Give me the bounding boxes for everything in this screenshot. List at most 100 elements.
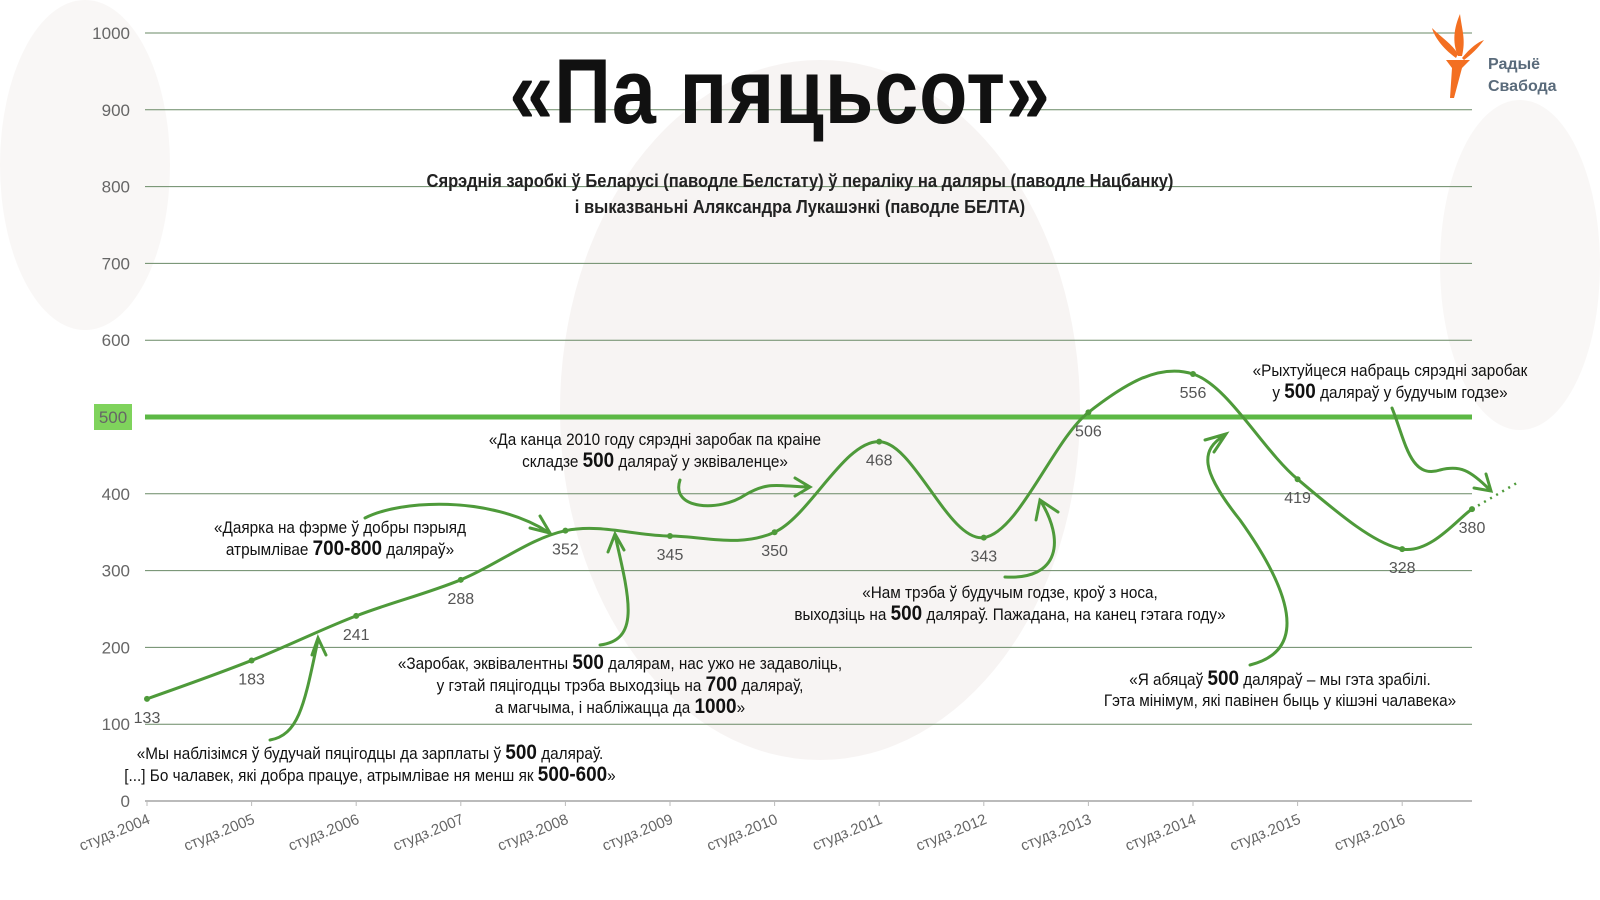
data-point — [980, 534, 987, 541]
x-tick-label: студз.2014 — [1123, 811, 1199, 855]
x-tick-label: студз.2008 — [495, 811, 571, 855]
x-tick-label: студз.2007 — [391, 811, 467, 855]
y-tick-label: 100 — [102, 715, 130, 734]
data-label: 506 — [1075, 423, 1102, 440]
x-tick-label: студз.2010 — [704, 811, 780, 855]
annotation-text: «Рыхтуйцеся набраць сярэдні заробак — [1252, 361, 1528, 380]
annotation-text: «Заробак, эквівалентны — [397, 654, 573, 673]
y-tick-label: 300 — [102, 562, 130, 581]
data-point — [1294, 476, 1301, 483]
y-tick-label: 500 — [99, 408, 127, 427]
data-point — [144, 695, 150, 702]
arrow-icon — [677, 476, 813, 508]
annotation-text: далярам, нас ужо не задаволіць, — [603, 654, 843, 673]
highlight-label-bg — [94, 404, 132, 430]
data-label: 352 — [552, 542, 579, 559]
page-title: «Па пяцьсот» — [509, 41, 1051, 143]
annotation-number: 500 — [582, 449, 615, 472]
annotation-line: у гэтай пяцігодцы трэба выходзіць на 700… — [359, 674, 881, 696]
annotation-2010: «Да канца 2010 году сярэдні заробак па к… — [453, 429, 858, 472]
arrow-icon — [1390, 406, 1494, 493]
annotation-text: «Даярка на фэрме ў добры пэрыяд — [213, 518, 467, 537]
data-label: 380 — [1459, 520, 1486, 537]
annotation-text: складзе — [522, 452, 583, 471]
y-tick-label: 200 — [102, 638, 130, 657]
annotation-text: «Да канца 2010 году сярэдні заробак па к… — [488, 430, 822, 449]
data-label: 345 — [657, 547, 684, 564]
annotation-nose: «Нам трэба ў будучым годзе, кроў з носа,… — [749, 582, 1271, 625]
data-label: 419 — [1284, 490, 1311, 507]
annotation-text: даляраў. — [536, 744, 604, 763]
arrow-icon — [598, 530, 630, 647]
annotation-line: у 500 даляраў у будучым годзе» — [1210, 381, 1570, 403]
x-tick-label: студз.2004 — [77, 811, 153, 855]
annotation-number: 500 — [1207, 667, 1239, 690]
data-point — [562, 527, 569, 534]
annotation-number: 500 — [505, 741, 537, 764]
data-label: 241 — [343, 627, 370, 644]
x-tick-label: студз.2009 — [600, 811, 676, 855]
arrow-icon — [1003, 497, 1060, 579]
x-tick-label: студз.2005 — [181, 811, 257, 855]
data-label: 350 — [761, 543, 788, 560]
annotation-line: «Я абяцаў 500 даляраў – мы гэта зрабілі. — [1046, 668, 1514, 690]
annotation-line: «Рыхтуйцеся набраць сярэдні заробак — [1210, 360, 1570, 381]
annotation-number: 500 — [890, 602, 923, 625]
logo-line1: Радыё — [1488, 56, 1541, 73]
data-label: 468 — [866, 453, 893, 470]
annotation-2004: «Мы наблізімся ў будучай пяцігодцы да за… — [73, 742, 667, 786]
data-label: 328 — [1389, 560, 1416, 577]
data-point — [1190, 370, 1196, 377]
annotation-text: даляраў» — [382, 540, 455, 559]
y-tick-label: 600 — [102, 331, 130, 350]
logo-text: Радыё Свабода — [1488, 54, 1557, 98]
data-point — [457, 576, 464, 583]
annotation-line: «Мы наблізімся ў будучай пяцігодцы да за… — [73, 742, 667, 764]
annotation-text: у — [1272, 383, 1285, 402]
annotation-text: «Мы наблізімся ў будучай пяцігодцы да за… — [136, 744, 506, 763]
logo-line2: Свабода — [1488, 78, 1557, 95]
x-tick-label: студз.2015 — [1227, 811, 1303, 855]
annotation-number: 500 — [572, 651, 604, 674]
y-tick-label: 900 — [102, 101, 130, 120]
annotation-line: «Нам трэба ў будучым годзе, кроў з носа, — [749, 582, 1271, 603]
annotation-text: » — [607, 766, 616, 785]
annotation-text: даляраў. Пажадана, на канец гэтага году» — [922, 605, 1226, 624]
data-point — [1469, 506, 1475, 513]
annotation-line: выходзіць на 500 даляраў. Пажадана, на к… — [749, 603, 1271, 625]
annotation-1000: «Заробак, эквівалентны 500 далярам, нас … — [359, 652, 881, 718]
annotation-text: выходзіць на — [794, 605, 891, 624]
annotation-text: атрымлівае — [225, 540, 313, 559]
annotation-line: Гэта мінімум, які павінен быць у кішэні … — [1046, 690, 1514, 711]
background-photo — [0, 0, 170, 330]
annotation-line: «Да канца 2010 году сярэдні заробак па к… — [453, 429, 858, 450]
x-tick-label: студз.2013 — [1018, 811, 1094, 855]
annotation-next: «Рыхтуйцеся набраць сярэдні заробак у 500… — [1210, 360, 1570, 403]
data-label: 288 — [447, 591, 474, 608]
annotation-farm: «Даярка на фэрме ў добры пэрыяд атрымліва… — [187, 517, 493, 560]
subtitle-line: і выказваньні Аляксандра Лукашэнкі (паво… — [574, 197, 1026, 217]
annotation-line: «Даярка на фэрме ў добры пэрыяд — [187, 517, 493, 538]
y-tick-label: 0 — [121, 792, 130, 811]
y-tick-label: 700 — [102, 254, 130, 273]
annotation-line: складзе 500 даляраў у эквіваленце» — [453, 450, 858, 472]
x-tick-label: студз.2012 — [914, 811, 990, 855]
data-label: 343 — [970, 549, 997, 566]
data-point — [248, 657, 255, 664]
annotation-number: 700 — [705, 673, 738, 696]
data-point — [1399, 546, 1406, 553]
data-label: 556 — [1180, 385, 1207, 402]
data-point — [353, 612, 360, 619]
background-photo — [560, 60, 1080, 760]
annotation-number: 1000 — [694, 695, 737, 718]
annotation-text: » — [736, 698, 746, 717]
annotation-text: а магчыма, і набліжацца да — [494, 698, 695, 717]
annotation-text: Гэта мінімум, які павінен быць у кішэні … — [1103, 691, 1457, 710]
data-point — [876, 438, 883, 445]
annotation-promised: «Я абяцаў 500 даляраў – мы гэта зрабілі.… — [1046, 668, 1514, 711]
annotation-line: атрымлівае 700-800 даляраў» — [187, 538, 493, 560]
annotation-line: «Заробак, эквівалентны 500 далярам, нас … — [359, 652, 881, 674]
x-tick-label: студз.2006 — [286, 811, 362, 855]
subtitle-line: Сярэднія заробкі ў Беларусі (паводле Бел… — [426, 171, 1174, 191]
